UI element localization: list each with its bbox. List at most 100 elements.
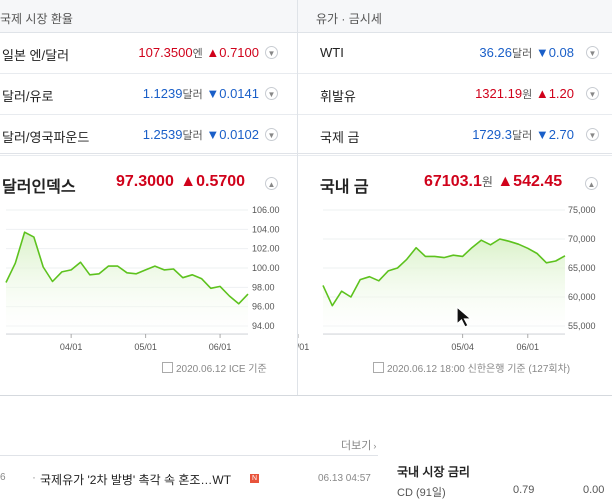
domestic-gold-change: ▲542.45: [497, 173, 563, 190]
more-link[interactable]: 더보기 ›: [341, 437, 376, 453]
series-line: [5, 231, 249, 305]
rate-change: ▲1.20: [535, 86, 574, 101]
fx-rate-list: 일본 엔/달러 107.3500엔 ▲0.7100 ▼ 달러/유로 1.1239달러 ▼…: [0, 33, 297, 156]
domestic-gold-chart: 75,000 70,000 65,000 60,000 55,000 04/01 05/04…: [298, 205, 596, 352]
y-tick-label: 70,000: [568, 234, 596, 244]
dollar-index-title: 달러인덱스: [2, 179, 76, 196]
news-bullet: ·: [32, 470, 36, 484]
y-tick-label: 60,000: [568, 292, 596, 302]
rates-name: CD (91일): [397, 487, 446, 499]
oil-panel-title: 유가 · 금시세: [316, 12, 382, 26]
rate-change: ▼2.70: [535, 127, 574, 142]
chevron-down-icon[interactable]: ▼: [586, 87, 599, 100]
rate-value: 1.2539달러 ▼0.0102: [143, 127, 259, 143]
cursor-icon: [456, 305, 473, 328]
series-area: [6, 232, 248, 334]
domestic-gold-value: 67103.1원 ▲542.45: [424, 173, 562, 191]
rate-price: 36.26: [479, 45, 512, 60]
chevron-down-icon[interactable]: ▼: [265, 87, 278, 100]
rate-unit: 엔: [192, 48, 203, 60]
rate-value: 1729.3달러 ▼2.70: [472, 127, 574, 143]
domestic-gold-source-text: 2020.06.12 18:00 신한은행 기준 (127회차): [387, 364, 571, 375]
y-tick-label: 96.00: [252, 302, 275, 312]
x-tick-label: 06/01: [517, 342, 540, 352]
rate-change: ▼0.0102: [206, 127, 259, 142]
rate-change: ▼0.0141: [206, 86, 259, 101]
domestic-gold-unit: 원: [481, 175, 493, 189]
y-tick-label: 102.00: [252, 244, 280, 254]
news-number: 6: [0, 472, 6, 483]
dollar-index-change: ▲0.5700: [180, 173, 246, 190]
rate-change: ▲0.7100: [206, 45, 259, 60]
series-area: [323, 239, 565, 334]
chevron-down-icon[interactable]: ▼: [265, 46, 278, 59]
rate-value: 1.1239달러 ▼0.0141: [143, 86, 259, 102]
y-tick-label: 75,000: [568, 205, 596, 215]
x-tick-label: 04/01: [60, 342, 83, 352]
rate-name: WTI: [320, 45, 344, 60]
rate-name: 달러/영국파운드: [2, 130, 90, 145]
rate-price: 107.3500: [138, 45, 193, 60]
rate-value: 107.3500엔 ▲0.7100: [138, 45, 259, 61]
rate-unit: 달러: [511, 48, 533, 60]
rate-price: 1.1239: [142, 86, 183, 101]
y-tick-label: 94.00: [252, 321, 275, 331]
dollar-index-source: 2020.06.12 ICE 기준: [162, 360, 267, 375]
rate-price: 1.2539: [142, 127, 183, 142]
y-tick-label: 106.00: [252, 205, 280, 215]
rate-row[interactable]: 달러/유로 1.1239달러 ▼0.0141 ▼: [0, 74, 297, 115]
x-tick-label: 06/01: [209, 342, 232, 352]
y-tick-label: 55,000: [568, 321, 596, 331]
dollar-index-price: 97.3000: [116, 173, 174, 190]
y-tick-label: 100.00: [252, 263, 280, 273]
chevron-up-icon[interactable]: ▲: [585, 177, 598, 190]
rate-unit: 달러: [182, 89, 203, 101]
rate-name: 휘발유: [320, 89, 356, 104]
rate-price: 1729.3: [472, 127, 512, 142]
domestic-gold-title: 국내 금: [320, 179, 369, 196]
y-tick-label: 65,000: [568, 263, 596, 273]
dollar-index-source-text: 2020.06.12 ICE 기준: [176, 364, 267, 375]
chevron-down-icon[interactable]: ▼: [586, 128, 599, 141]
domestic-gold-price: 67103.1: [424, 173, 482, 190]
rate-row[interactable]: WTI 36.26달러 ▼0.08 ▼: [298, 33, 612, 74]
divider: [0, 153, 612, 154]
rate-row[interactable]: 달러/영국파운드 1.2539달러 ▼0.0102 ▼: [0, 115, 297, 156]
rates-title: 국내 시장 금리: [397, 465, 470, 479]
rate-name: 국제 금: [320, 130, 360, 145]
rate-row[interactable]: 일본 엔/달러 107.3500엔 ▲0.7100 ▼: [0, 33, 297, 74]
new-badge: N: [250, 474, 259, 483]
chevron-down-icon[interactable]: ▼: [265, 128, 278, 141]
news-title[interactable]: 국제유가 '2차 발병' 촉각 속 혼조…WT: [40, 473, 232, 487]
y-tick-label: 98.00: [252, 282, 275, 292]
dollar-index-chart: 106.00 104.00 102.00 100.00 98.00 96.00 94.00 0…: [5, 205, 280, 352]
rate-change: ▼0.08: [535, 45, 574, 60]
news-list: [0, 455, 378, 456]
rates-change: 0.00: [583, 484, 605, 496]
chevron-up-icon[interactable]: ▲: [265, 177, 278, 190]
section-header: 국제 시장 환율 유가 · 금시세: [0, 0, 612, 33]
domestic-gold-source: 2020.06.12 18:00 신한은행 기준 (127회차): [373, 360, 570, 375]
rate-row[interactable]: 국제 금 1729.3달러 ▼2.70 ▼: [298, 115, 612, 156]
rate-value: 36.26달러 ▼0.08: [479, 45, 574, 61]
rate-row[interactable]: 휘발유 1321.19원 ▲1.20 ▼: [298, 74, 612, 115]
chevron-down-icon[interactable]: ▼: [586, 46, 599, 59]
rate-name: 달러/유로: [2, 89, 54, 104]
x-tick-label: 05/04: [451, 342, 474, 352]
rate-unit: 달러: [182, 130, 203, 142]
news-time: 06.13 04:57: [318, 473, 371, 484]
more-label: 더보기: [341, 440, 372, 452]
series-line: [322, 238, 566, 307]
rate-price: 1321.19: [475, 86, 523, 101]
divider: [0, 395, 612, 396]
y-tick-label: 104.00: [252, 224, 280, 234]
document-icon: [162, 362, 173, 373]
x-tick-label: 05/01: [134, 342, 157, 352]
rate-value: 1321.19원 ▲1.20: [475, 86, 574, 102]
x-tick-label: 04/01: [298, 342, 309, 352]
dollar-index-value: 97.3000 ▲0.5700: [116, 173, 245, 191]
rates-value: 0.79: [513, 484, 535, 496]
rate-unit: 달러: [511, 130, 533, 142]
chevron-right-icon: ›: [373, 441, 377, 451]
